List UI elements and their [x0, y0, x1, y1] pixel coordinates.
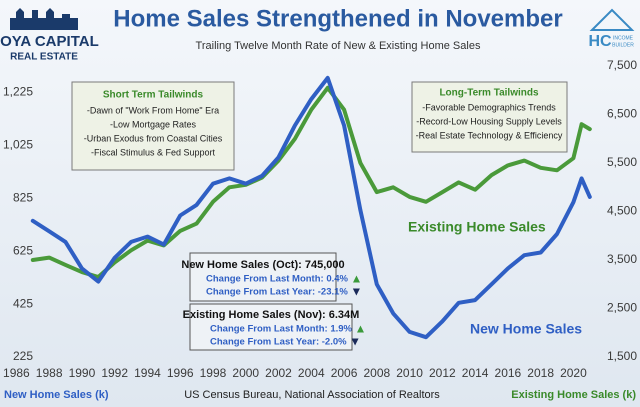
- series-label: Existing Home Sales: [408, 219, 546, 235]
- x-tick-label: 2016: [495, 366, 522, 380]
- logo-text: INCOME: [613, 35, 634, 41]
- y-tick-label: 1,025: [3, 138, 33, 152]
- note-title: Short Term Tailwinds: [103, 90, 204, 101]
- note-item: -Favorable Demographics Trends: [422, 102, 556, 112]
- y2-tick-label: 3,500: [607, 252, 637, 266]
- change-icon: [352, 288, 360, 296]
- y-tick-label: 625: [13, 243, 33, 257]
- info-title: Existing Home Sales (Nov): 6.34M: [183, 309, 360, 321]
- x-tick-label: 2020: [560, 366, 587, 380]
- series-line: [30, 85, 592, 279]
- new-sales-box: New Home Sales (Oct): 745,000 Change Fro…: [181, 252, 349, 302]
- chart-subtitle: Trailing Twelve Month Rate of New & Exis…: [196, 40, 481, 52]
- note-item: -Dawn of "Work From Home" Era: [87, 105, 219, 115]
- y2-tick-label: 2,500: [607, 301, 637, 315]
- y-tick-label: 225: [13, 349, 33, 363]
- series-label: New Home Sales: [470, 321, 582, 337]
- x-tick-label: 1998: [200, 366, 227, 380]
- logo-roof: [589, 8, 635, 31]
- info-line: Change From Last Month: 1.9%: [210, 324, 353, 335]
- note-box: [71, 81, 235, 171]
- x-tick-label: 1992: [101, 366, 128, 380]
- plot: 225 425 625 825 1,025 1,225 1,500 2,500 3,500 4,5…: [3, 58, 637, 380]
- x-tick-label: 1986: [3, 366, 30, 380]
- x-tick-label: 1990: [69, 366, 96, 380]
- y2-axis-label: Existing Home Sales (k): [511, 389, 636, 401]
- source: US Census Bureau, National Association o…: [184, 389, 440, 401]
- change-icon: [351, 338, 359, 346]
- y2-tick-label: 1,500: [607, 349, 637, 363]
- change-icon: [352, 275, 360, 283]
- x-tick-label: 2012: [429, 366, 456, 380]
- series-line: [30, 75, 592, 340]
- y2-tick-label: 7,500: [607, 58, 637, 72]
- note-item: -Low Mortgage Rates: [110, 119, 197, 129]
- note-box: [411, 81, 568, 153]
- info-line: Change From Last Month: 0.4%: [206, 274, 349, 285]
- logo-skyline: [10, 8, 78, 30]
- x-tick-label: 2018: [527, 366, 554, 380]
- note-item: -Urban Exodus from Coastal Cities: [84, 133, 223, 143]
- note-item: -Real Estate Technology & Efficiency: [416, 130, 563, 140]
- note-item: -Fiscal Stimulus & Fed Support: [91, 147, 216, 157]
- short-term-box: Short Term Tailwinds -Dawn of "Work From…: [71, 81, 235, 171]
- logo-right: HC INCOME BUILDER: [588, 8, 635, 50]
- y-tick-label: 825: [13, 190, 33, 204]
- y2-tick-label: 5,500: [607, 155, 637, 169]
- chart-title: Home Sales Strengthened in November: [113, 5, 562, 32]
- existing-sales-box: Existing Home Sales (Nov): 6.34M Change …: [183, 303, 360, 351]
- y2-tick-label: 6,500: [607, 107, 637, 121]
- logo-left: HOYA CAPITAL REAL ESTATE: [0, 8, 99, 63]
- logo-text: BUILDER: [612, 42, 634, 48]
- y-axis-label: New Home Sales (k): [4, 389, 109, 401]
- x-tick-label: 2002: [265, 366, 292, 380]
- y-tick-label: 425: [13, 296, 33, 310]
- info-line: Change From Last Year: -23.1%: [206, 287, 348, 298]
- x-tick-label: 1994: [134, 366, 161, 380]
- info-box: [189, 252, 337, 302]
- change-icon: [356, 325, 364, 333]
- logo-text: HOYA CAPITAL: [0, 33, 99, 50]
- x-tick-label: 2014: [462, 366, 489, 380]
- x-tick-label: 2000: [232, 366, 259, 380]
- info-box: [189, 303, 353, 351]
- note-title: Long-Term Tailwinds: [439, 88, 539, 99]
- x-tick-label: 1988: [36, 366, 63, 380]
- logo-text: HC: [588, 33, 612, 50]
- y-tick-label: 1,225: [3, 85, 33, 99]
- x-tick-label: 2008: [363, 366, 390, 380]
- logo-text: REAL ESTATE: [10, 52, 78, 63]
- x-tick-label: 2010: [396, 366, 423, 380]
- info-line: Change From Last Year: -2.0%: [210, 337, 347, 348]
- y2-tick-label: 4,500: [607, 204, 637, 218]
- x-tick-label: 2004: [298, 366, 325, 380]
- info-title: New Home Sales (Oct): 745,000: [181, 259, 344, 271]
- x-tick-label: 1996: [167, 366, 194, 380]
- x-tick-label: 2006: [331, 366, 358, 380]
- note-item: -Record-Low Housing Supply Levels: [416, 116, 562, 126]
- long-term-box: Long-Term Tailwinds -Favorable Demograph…: [411, 81, 568, 153]
